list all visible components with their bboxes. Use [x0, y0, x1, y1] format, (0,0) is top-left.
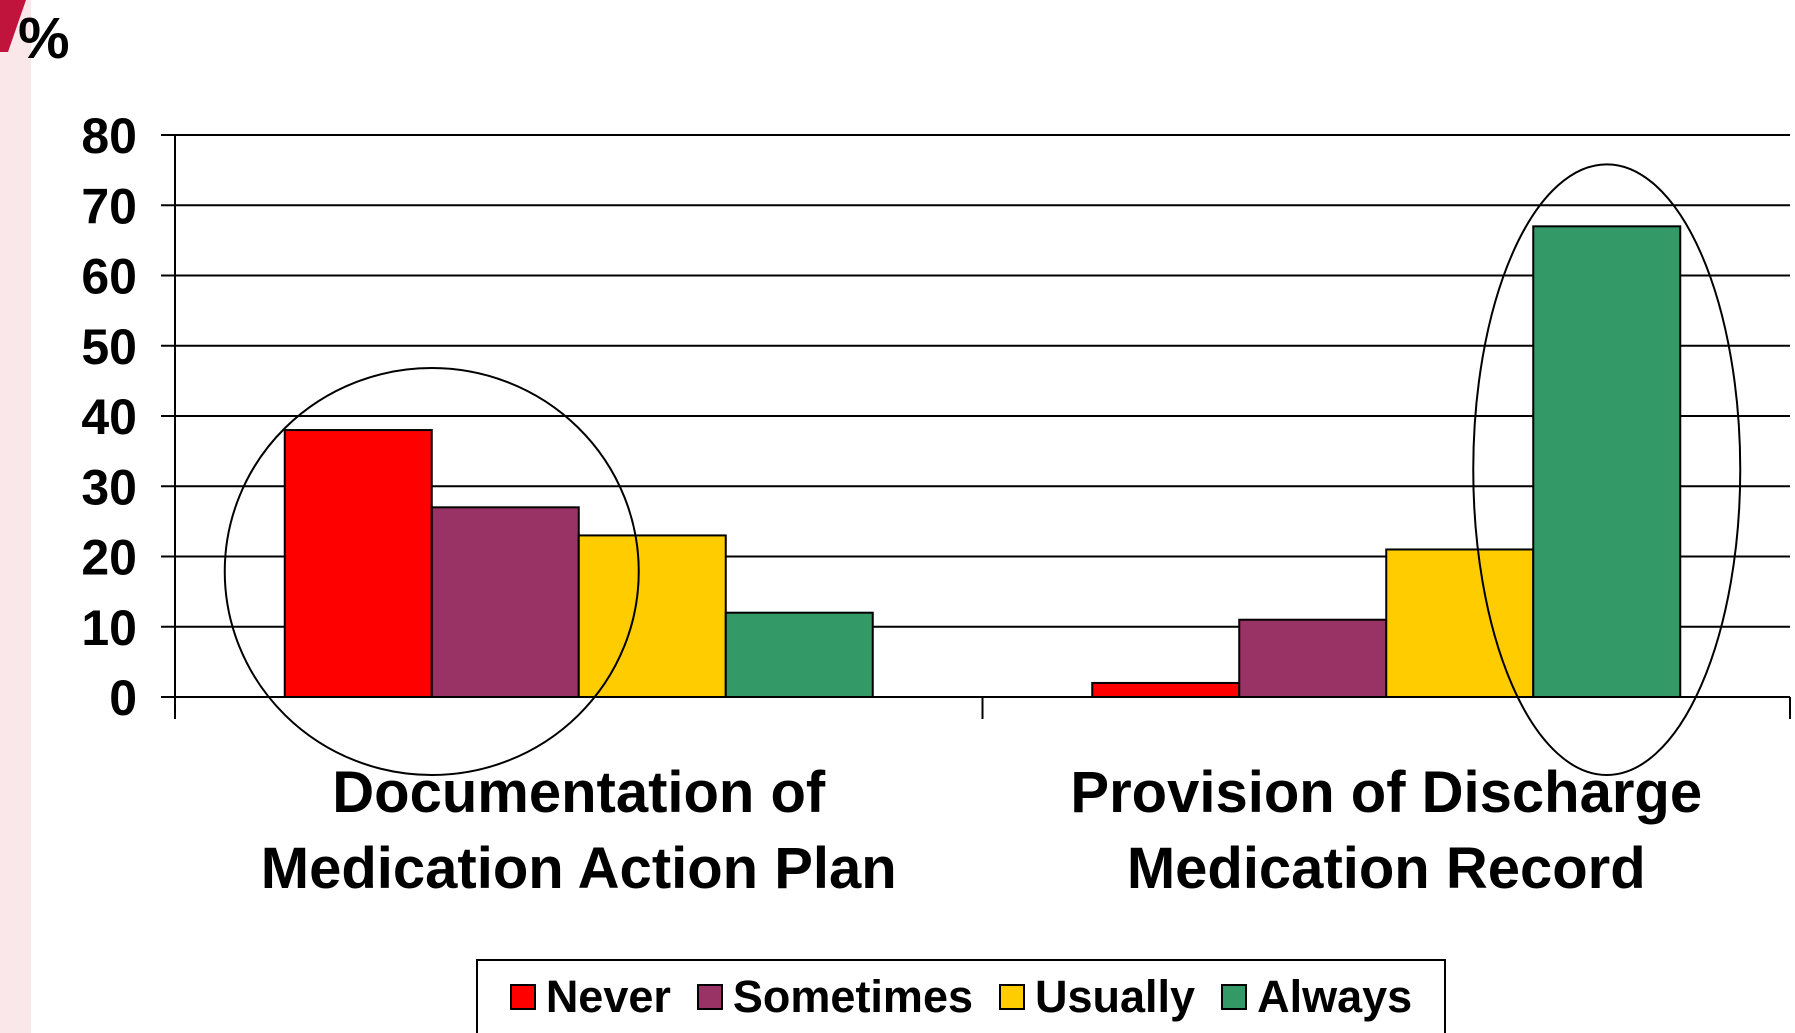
- annotation-ellipses: [223, 163, 1742, 777]
- y-tick-label-60: 60: [81, 249, 137, 305]
- slide-corner-accent: [0, 0, 26, 52]
- legend-swatch-always: [1221, 984, 1248, 1010]
- category-label-1-line1: Documentation of: [332, 760, 826, 825]
- legend-item-usually: Usually: [999, 971, 1195, 1023]
- annotation-ellipse-1: [223, 367, 640, 777]
- bar-sometimes-cat1: [430, 506, 580, 699]
- bar-always-cat1: [724, 611, 874, 699]
- y-tick-label-80: 80: [81, 108, 137, 164]
- y-tick-label-10: 10: [81, 600, 137, 656]
- legend-swatch-sometimes: [696, 984, 723, 1010]
- y-axis-unit-label: %: [18, 6, 70, 71]
- legend-label-never: Never: [545, 971, 671, 1022]
- y-tick-label-50: 50: [81, 319, 137, 375]
- axes: [161, 134, 1791, 719]
- legend-label-sometimes: Sometimes: [732, 971, 974, 1022]
- legend-label-always: Always: [1257, 971, 1413, 1022]
- bar-never-cat1: [283, 429, 433, 698]
- legend-swatch-never: [509, 984, 536, 1010]
- category-label-1-line2: Medication Action Plan: [261, 836, 897, 901]
- bar-never-cat2: [1091, 681, 1241, 699]
- y-tick-labels: 0 10 20 30 40 50 60 70 80: [81, 108, 137, 726]
- legend-item-always: Always: [1221, 971, 1412, 1023]
- bar-sometimes-cat2: [1238, 618, 1388, 698]
- bars: [283, 225, 1682, 699]
- y-tick-label-40: 40: [81, 389, 137, 445]
- chart-legend: Never Sometimes Usually Always: [476, 959, 1446, 1033]
- legend-label-usually: Usually: [1035, 971, 1196, 1022]
- bar-usually-cat2: [1385, 548, 1535, 698]
- legend-swatch-usually: [999, 984, 1026, 1010]
- category-label-2-line2: Medication Record: [1127, 836, 1646, 901]
- category-labels: Documentation of Medication Action Plan Pr…: [261, 760, 1702, 901]
- y-tick-label-70: 70: [81, 178, 137, 234]
- annotation-ellipse-2: [1472, 163, 1742, 776]
- bar-usually-cat1: [577, 534, 727, 698]
- y-tick-label-30: 30: [81, 459, 137, 515]
- y-tick-label-0: 0: [109, 670, 137, 726]
- legend-item-sometimes: Sometimes: [696, 971, 974, 1023]
- legend-item-never: Never: [509, 971, 671, 1023]
- y-tick-label-20: 20: [81, 530, 137, 586]
- category-label-2-line1: Provision of Discharge: [1070, 760, 1702, 825]
- slide-left-strip: [0, 0, 31, 1033]
- bar-always-cat2: [1532, 225, 1682, 698]
